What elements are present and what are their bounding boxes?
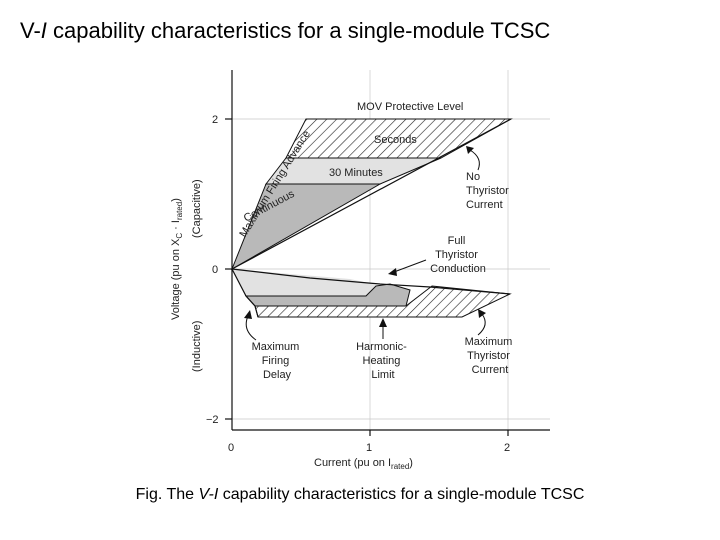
x-tick-1: 1 (366, 442, 372, 454)
max-thyristor-arrow (477, 313, 486, 336)
y-tick-minus2: −2 (206, 414, 219, 426)
no-thyristor-current-line (231, 118, 512, 270)
mov-level-label: MOV Protective Level (357, 101, 463, 113)
y-axis-label: Voltage (pu on XC · Irated) (170, 198, 184, 320)
axes (225, 70, 550, 436)
y-tick-0: 0 (212, 264, 218, 276)
x-tick-2: 2 (504, 442, 510, 454)
x-axis-label: Current (pu on Irated) (314, 457, 413, 471)
inductive-label: (Inductive) (191, 321, 203, 372)
no-thyristor-current-label: No Thyristor Current (466, 171, 512, 211)
seconds-label: Seconds (374, 134, 417, 146)
slide-title: V-I capability characteristics for a sin… (20, 18, 551, 43)
harmonic-heating-limit-label: Harmonic- Heating Limit (356, 341, 410, 381)
no-thyristor-arrow (469, 149, 480, 171)
firing-delay-arrow (245, 315, 257, 341)
max-firing-delay-line (231, 268, 259, 318)
max-firing-delay-label: Maximum Firing Delay (252, 341, 303, 381)
y-tick-2: 2 (212, 114, 218, 126)
max-thyristor-current-label: Maximum Thyristor Current (465, 336, 516, 376)
figure-caption: Fig. The V-I capability characteristics … (135, 486, 585, 503)
x-tick-0: 0 (228, 442, 234, 454)
continuous-region (231, 183, 382, 271)
full-thyristor-conduction-label: Full Thyristor Conduction (430, 235, 486, 275)
thirty-minutes-label: 30 Minutes (329, 167, 383, 179)
capacitive-label: (Capacitive) (191, 179, 203, 238)
full-conduction-arrow (393, 259, 427, 273)
inductive-light-region (232, 269, 376, 296)
full-conduction-line (231, 268, 511, 295)
